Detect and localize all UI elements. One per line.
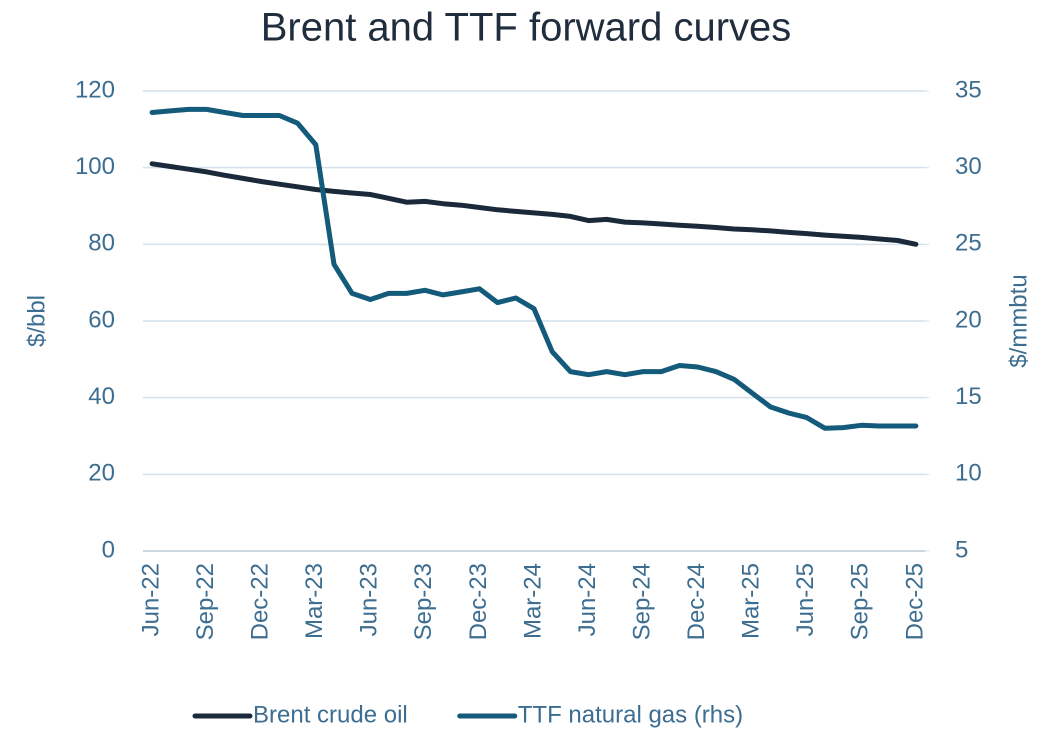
y2-axis-label: $/mmbtu xyxy=(1005,274,1032,367)
series-line xyxy=(149,161,919,247)
x-tick-label: Sep-24 xyxy=(628,563,655,640)
y2-tick-label: 30 xyxy=(955,153,982,180)
y2-tick-label: 15 xyxy=(955,383,982,410)
x-tick-label: Jun-23 xyxy=(356,563,383,636)
chart-title: Brent and TTF forward curves xyxy=(261,6,792,50)
x-tick-label: Jun-24 xyxy=(574,563,601,636)
y2-tick-label: 20 xyxy=(955,306,982,333)
x-tick-label: Sep-25 xyxy=(847,563,874,640)
y-tick-label: 0 xyxy=(102,536,115,563)
x-tick-label: Jun-22 xyxy=(137,563,164,636)
y2-tick-label: 25 xyxy=(955,230,982,257)
series-line xyxy=(149,106,919,431)
y-tick-label: 60 xyxy=(88,306,115,333)
x-tick-label: Dec-22 xyxy=(247,563,274,640)
x-tick-label: Dec-24 xyxy=(683,563,710,640)
x-tick-label: Sep-22 xyxy=(192,563,219,640)
y2-tick-label: 35 xyxy=(955,76,982,103)
x-tick-label: Dec-23 xyxy=(465,563,492,640)
y2-tick-label: 10 xyxy=(955,460,982,487)
y2-tick-label: 5 xyxy=(955,536,968,563)
x-tick-label: Dec-25 xyxy=(901,563,928,640)
y-tick-label: 20 xyxy=(88,460,115,487)
legend-label: Brent crude oil xyxy=(253,701,408,728)
x-tick-label: Jun-25 xyxy=(792,563,819,636)
legend-label: TTF natural gas (rhs) xyxy=(518,701,743,728)
x-tick-label: Mar-25 xyxy=(738,563,765,639)
y-axis-label: $/bbl xyxy=(23,295,50,347)
y-tick-label: 120 xyxy=(75,76,115,103)
y-tick-label: 40 xyxy=(88,383,115,410)
x-tick-label: Mar-24 xyxy=(519,563,546,639)
y-tick-label: 80 xyxy=(88,230,115,257)
x-tick-label: Mar-23 xyxy=(301,563,328,639)
x-tick-label: Sep-23 xyxy=(410,563,437,640)
y-tick-label: 100 xyxy=(75,153,115,180)
